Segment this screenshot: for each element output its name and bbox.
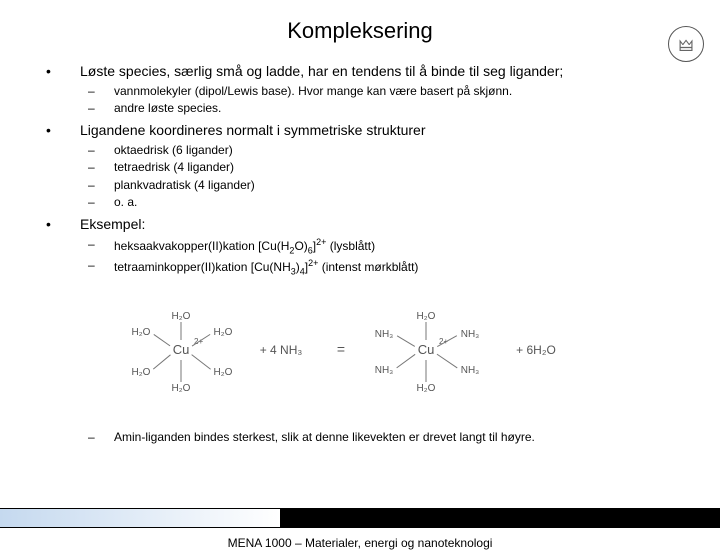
sub-2-2: – tetraedrisk (4 ligander) xyxy=(46,159,690,175)
dash-marker: – xyxy=(88,100,114,116)
svg-text:NH₃: NH₃ xyxy=(461,365,480,376)
dash-marker: – xyxy=(88,159,114,175)
sub-2-1: – oktaedrisk (6 ligander) xyxy=(46,142,690,158)
bullet-2: • Ligandene koordineres normalt i symmet… xyxy=(46,121,690,140)
bottom-note: – Amin-liganden bindes sterkest, slik at… xyxy=(46,429,690,445)
dash-marker: – xyxy=(88,257,114,273)
svg-text:H₂O: H₂O xyxy=(214,327,233,338)
sub-text: heksaakvakopper(II)kation [Cu(H2O)6]2+ (… xyxy=(114,236,375,257)
svg-text:+ 6H₂O: + 6H₂O xyxy=(516,343,556,357)
bullet-text: Eksempel: xyxy=(80,215,145,234)
dash-marker: – xyxy=(88,236,114,252)
sub-text: vannmolekyler (dipol/Lewis base). Hvor m… xyxy=(114,83,512,99)
svg-text:Cu: Cu xyxy=(418,342,435,357)
bullet-marker: • xyxy=(46,121,80,140)
sub-2-3: – plankvadratisk (4 ligander) xyxy=(46,177,690,193)
sub-2-4: – o. a. xyxy=(46,194,690,210)
sub-1-2: – andre løste species. xyxy=(46,100,690,116)
footer-text: MENA 1000 – Materialer, energi og nanote… xyxy=(0,536,720,550)
svg-text:Cu: Cu xyxy=(173,342,190,357)
sub-text: oktaedrisk (6 ligander) xyxy=(114,142,233,158)
dash-marker: – xyxy=(88,194,114,210)
svg-text:H₂O: H₂O xyxy=(417,383,436,394)
sub-3-1: – heksaakvakopper(II)kation [Cu(H2O)6]2+… xyxy=(46,236,690,257)
svg-text:H₂O: H₂O xyxy=(132,367,151,378)
sub-text: tetraaminkopper(II)kation [Cu(NH3)4]2+ (… xyxy=(114,257,418,278)
footer-black xyxy=(280,508,720,528)
dash-marker: – xyxy=(88,177,114,193)
sub-text: andre løste species. xyxy=(114,100,221,116)
svg-text:+ 4 NH₃: + 4 NH₃ xyxy=(260,343,303,357)
dash-marker: – xyxy=(88,429,114,445)
svg-text:H₂O: H₂O xyxy=(132,327,151,338)
dash-marker: – xyxy=(88,142,114,158)
svg-text:=: = xyxy=(337,341,345,357)
bullet-marker: • xyxy=(46,215,80,234)
sub-3-2: – tetraaminkopper(II)kation [Cu(NH3)4]2+… xyxy=(46,257,690,278)
bullet-3: • Eksempel: xyxy=(46,215,690,234)
svg-text:H₂O: H₂O xyxy=(172,383,191,394)
svg-text:NH₃: NH₃ xyxy=(461,329,480,340)
sub-text: Amin-liganden bindes sterkest, slik at d… xyxy=(114,429,535,445)
svg-text:H₂O: H₂O xyxy=(214,367,233,378)
svg-text:H₂O: H₂O xyxy=(172,311,191,322)
sub-text: o. a. xyxy=(114,194,137,210)
sub-text: tetraedrisk (4 ligander) xyxy=(114,159,234,175)
dash-marker: – xyxy=(88,83,114,99)
sub-text: plankvadratisk (4 ligander) xyxy=(114,177,255,193)
footer-gradient xyxy=(0,508,280,528)
content-area: • Løste species, særlig små og ladde, ha… xyxy=(0,62,720,445)
bullet-1: • Løste species, særlig små og ladde, ha… xyxy=(46,62,690,81)
footer-bar xyxy=(0,508,720,528)
bullet-text: Ligandene koordineres normalt i symmetri… xyxy=(80,121,425,140)
bullet-marker: • xyxy=(46,62,80,81)
svg-text:NH₃: NH₃ xyxy=(375,365,394,376)
seal-logo: 🜲 xyxy=(668,26,704,62)
bullet-text: Løste species, særlig små og ladde, har … xyxy=(80,62,563,81)
sub-1-1: – vannmolekyler (dipol/Lewis base). Hvor… xyxy=(46,83,690,99)
reaction-diagram: Cu2+H₂OH₂OH₂OH₂OH₂OH₂O+ 4 NH₃=Cu2+H₂OH₂O… xyxy=(106,292,626,407)
page-title: Kompleksering xyxy=(0,18,720,44)
svg-text:NH₃: NH₃ xyxy=(375,329,394,340)
svg-text:H₂O: H₂O xyxy=(417,311,436,322)
